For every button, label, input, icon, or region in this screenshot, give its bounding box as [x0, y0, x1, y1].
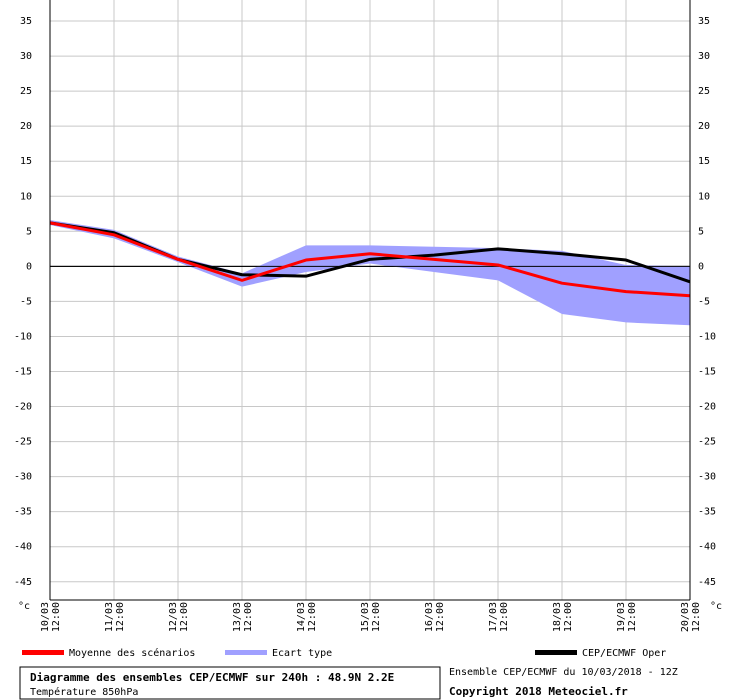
x-tick-label: 13/0312:00 [232, 602, 254, 632]
x-tick-label: 11/0312:00 [104, 602, 126, 632]
y-tick-label: 30 [698, 51, 710, 62]
y-tick-label: -5 [698, 296, 710, 307]
y-tick-label: 25 [20, 86, 32, 97]
y-unit: °c [18, 601, 30, 612]
x-tick-label: 20/0312:00 [680, 602, 702, 632]
y-tick-label: -25 [14, 437, 32, 448]
x-tick-label: 12/0312:00 [168, 602, 190, 632]
y-tick-label: -20 [14, 402, 32, 413]
y-tick-label: 5 [26, 226, 32, 237]
x-tick-label: 15/0312:00 [360, 602, 382, 632]
y-tick-label: -10 [14, 331, 32, 342]
y-tick-label: 5 [698, 226, 704, 237]
chart-title: Diagramme des ensembles CEP/ECMWF sur 24… [30, 671, 394, 684]
y-tick-label: 20 [698, 121, 710, 132]
y-tick-label: -40 [698, 542, 716, 553]
copyright: Copyright 2018 Meteociel.fr [449, 685, 628, 698]
y-tick-label: -40 [14, 542, 32, 553]
x-tick-label: 18/0312:00 [552, 602, 574, 632]
y-tick-label: -5 [20, 296, 32, 307]
y-tick-label: -10 [698, 331, 716, 342]
y-tick-label: -30 [14, 472, 32, 483]
y-tick-label: -20 [698, 402, 716, 413]
y-tick-label: -45 [698, 577, 716, 588]
chart-subtitle: Température 850hPa [30, 686, 138, 698]
y-tick-label: 15 [698, 156, 710, 167]
y-tick-label: -15 [14, 366, 32, 377]
y-tick-label: -35 [14, 507, 32, 518]
y-tick-label: 20 [20, 121, 32, 132]
x-tick-label: 19/0312:00 [616, 602, 638, 632]
legend-label: CEP/ECMWF Oper [582, 648, 666, 659]
y-tick-label: 0 [26, 261, 32, 272]
legend-swatch [22, 650, 64, 655]
x-tick-label: 14/0312:00 [296, 602, 318, 632]
y-tick-label: 15 [20, 156, 32, 167]
y-tick-label: 10 [20, 191, 32, 202]
y-unit: °c [710, 601, 722, 612]
plot [49, 0, 691, 600]
series-line [49, 221, 691, 298]
x-tick-label: 16/0312:00 [424, 602, 446, 632]
x-tick-label: 10/0312:00 [40, 602, 62, 632]
legend-swatch [535, 650, 577, 655]
y-tick-label: 10 [698, 191, 710, 202]
y-tick-label: 30 [20, 51, 32, 62]
y-tick-label: -45 [14, 577, 32, 588]
y-tick-label: -30 [698, 472, 716, 483]
title-box [19, 666, 441, 700]
legend-label: Moyenne des scénarios [69, 647, 195, 659]
y-tick-label: -25 [698, 437, 716, 448]
std-band [50, 220, 690, 326]
y-tick-label: 25 [698, 86, 710, 97]
y-tick-label: -15 [698, 366, 716, 377]
y-tick-label: -35 [698, 507, 716, 518]
run-info: Ensemble CEP/ECMWF du 10/03/2018 - 12Z [449, 667, 678, 678]
legend-label: Ecart type [272, 648, 332, 659]
y-tick-label: 35 [698, 16, 710, 27]
legend-swatch [225, 650, 267, 655]
y-tick-label: 35 [20, 16, 32, 27]
x-tick-label: 17/0312:00 [488, 602, 510, 632]
y-tick-label: 0 [698, 261, 704, 272]
